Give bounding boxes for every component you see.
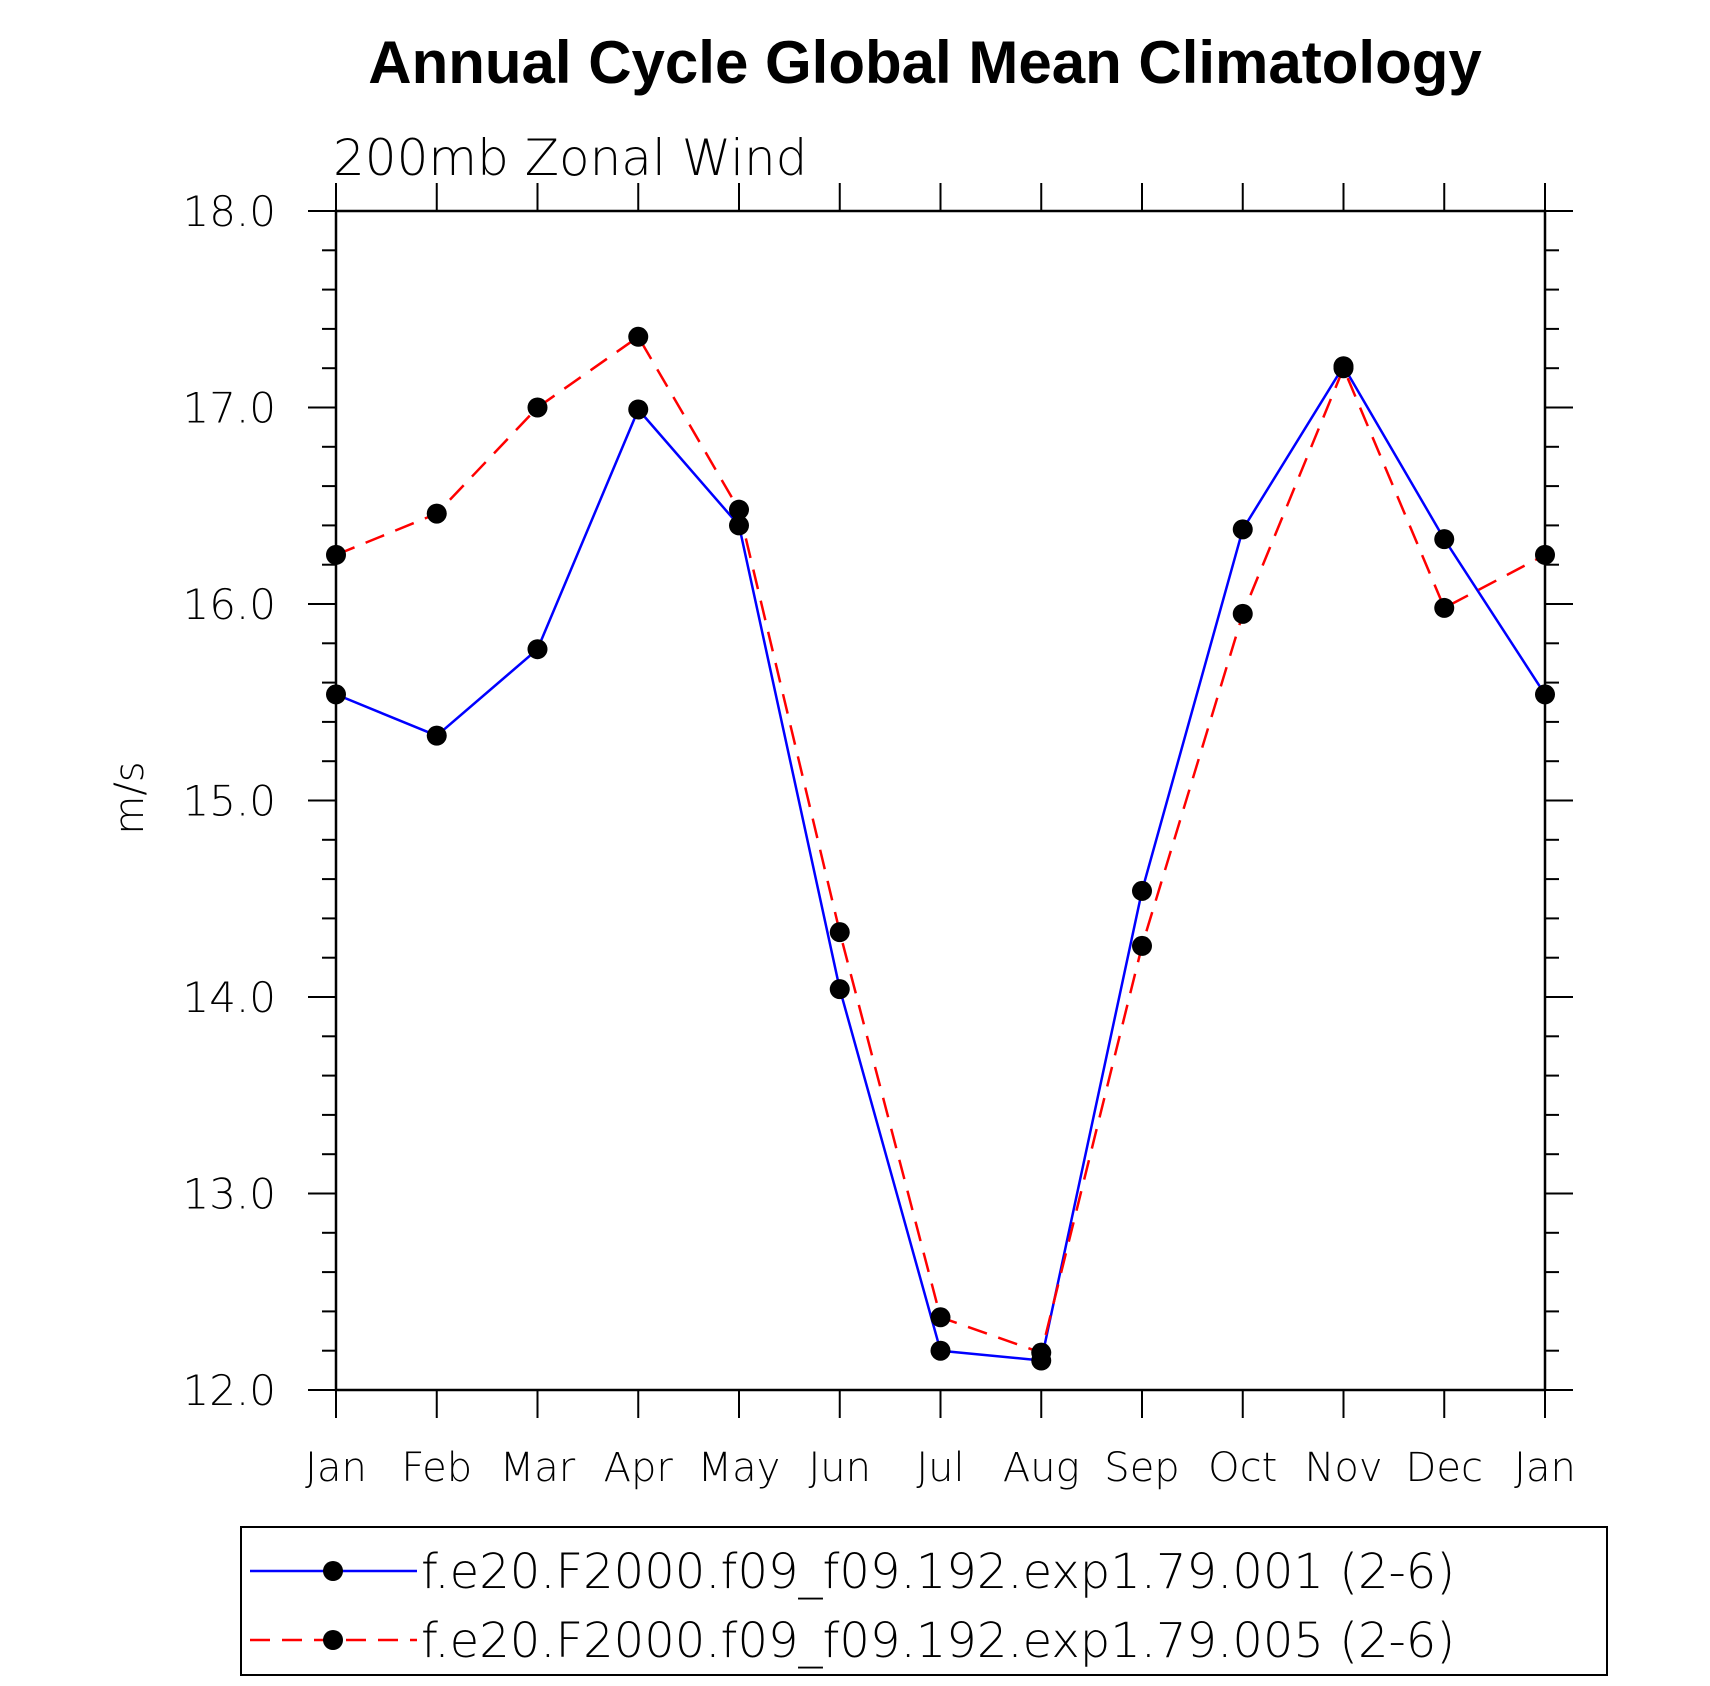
chart-subtitle: 200mb Zonal Wind bbox=[333, 129, 807, 187]
y-tick-label: 18.0 bbox=[182, 187, 276, 236]
x-tick-label: Dec bbox=[1406, 1445, 1483, 1491]
series-2-point bbox=[1132, 935, 1152, 956]
x-tick-label: Jan bbox=[305, 1445, 367, 1491]
series-1-point bbox=[1535, 684, 1555, 705]
series-2-point bbox=[729, 499, 749, 520]
series-1-point bbox=[1132, 880, 1152, 901]
series-2-point bbox=[426, 503, 447, 524]
series-2-point bbox=[628, 326, 649, 347]
x-tick-label: Jan bbox=[1514, 1445, 1576, 1491]
y-tick-label: 15.0 bbox=[182, 777, 276, 826]
series-1-point bbox=[729, 515, 749, 536]
series-1-point bbox=[930, 1340, 951, 1361]
series-2-point bbox=[1535, 544, 1555, 565]
y-tick-label: 14.0 bbox=[182, 973, 276, 1022]
x-tick-label: Apr bbox=[604, 1445, 674, 1491]
series-2-point bbox=[930, 1307, 951, 1328]
series-2-point bbox=[1333, 358, 1354, 379]
series-2-line bbox=[335, 335, 1546, 1354]
x-tick-label: Jun bbox=[809, 1445, 872, 1491]
legend-marker-series-2 bbox=[323, 1630, 343, 1650]
series-1-line bbox=[335, 364, 1547, 1362]
legend: f.e20.F2000.f09_f09.192.exp1.79.001 (2-6… bbox=[240, 1526, 1608, 1676]
x-tick-label: Aug bbox=[1003, 1445, 1080, 1491]
series-1-point bbox=[628, 399, 649, 420]
legend-label-series-2: f.e20.F2000.f09_f09.192.exp1.79.005 (2-6… bbox=[421, 1613, 1455, 1669]
y-axis-label: m/s bbox=[107, 761, 153, 834]
x-tick-label: Nov bbox=[1304, 1445, 1382, 1491]
x-tick-label: Sep bbox=[1104, 1445, 1179, 1491]
series-1-point bbox=[829, 979, 850, 1000]
x-tick-label: Mar bbox=[500, 1445, 576, 1491]
y-tick-label: 17.0 bbox=[182, 384, 276, 433]
x-axis-ticks: Jan Feb Mar Apr May Jun Jul Aug Sep Oct Nov Dec Jan bbox=[305, 183, 1576, 1491]
chart-title: Annual Cycle Global Mean Climatology bbox=[368, 29, 1482, 96]
series-1-point bbox=[527, 639, 548, 660]
series-2-point bbox=[1232, 603, 1253, 624]
y-axis-ticks: 12.0 13.0 14.0 15.0 16.0 17.0 18.0 bbox=[182, 187, 1573, 1415]
series-2-point bbox=[527, 397, 548, 418]
series-2-point bbox=[326, 544, 346, 565]
y-tick-label: 16.0 bbox=[182, 580, 276, 629]
series-1-point bbox=[1434, 529, 1455, 550]
series-1-point bbox=[1232, 519, 1253, 540]
legend-box bbox=[240, 1526, 1608, 1676]
y-tick-label: 12.0 bbox=[182, 1366, 276, 1415]
series-2-point bbox=[1031, 1342, 1052, 1363]
series-2-point bbox=[1434, 597, 1455, 618]
series-layer bbox=[326, 326, 1555, 1371]
series-1-point bbox=[326, 684, 346, 705]
legend-label-series-1: f.e20.F2000.f09_f09.192.exp1.79.001 (2-6… bbox=[421, 1544, 1455, 1600]
legend-marker-series-1 bbox=[323, 1561, 343, 1581]
x-tick-label: Jul bbox=[916, 1445, 964, 1491]
x-tick-label: May bbox=[698, 1445, 781, 1491]
x-tick-label: Oct bbox=[1208, 1445, 1277, 1491]
series-2-point bbox=[829, 922, 850, 943]
plot-frame bbox=[334, 209, 1547, 1392]
series-1-point bbox=[426, 725, 447, 746]
x-tick-label: Feb bbox=[401, 1445, 472, 1491]
y-tick-label: 13.0 bbox=[182, 1170, 276, 1219]
